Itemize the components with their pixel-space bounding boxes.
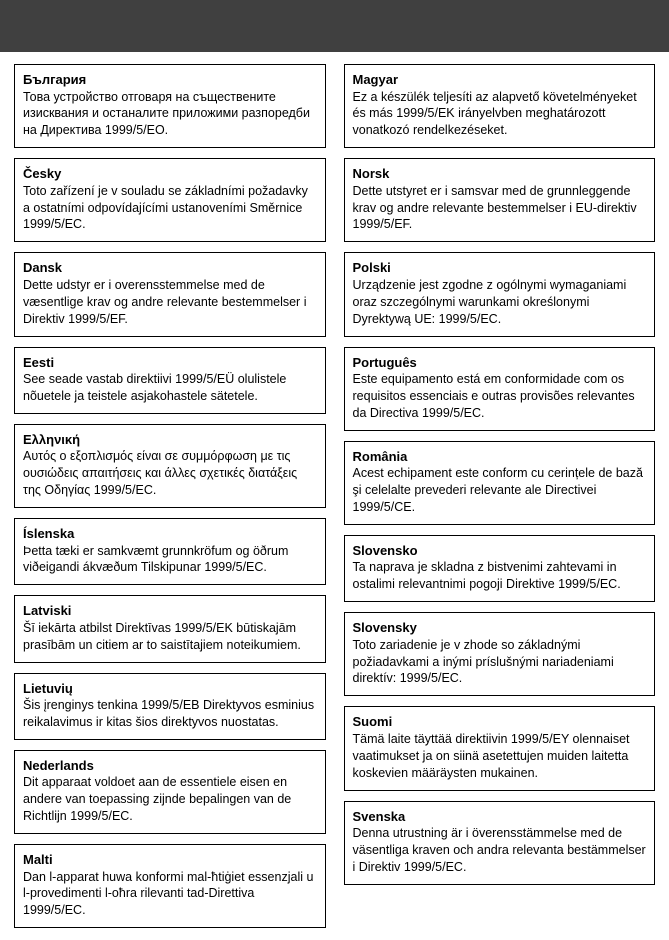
compliance-text: Dette udstyr er i overensstemmelse med d…: [23, 277, 317, 328]
right-column: Magyar Ez a készülék teljesíti az alapve…: [344, 64, 656, 928]
compliance-text: Þetta tæki er samkvæmt grunnkröfum og öð…: [23, 543, 317, 577]
compliance-text: Ta naprava je skladna z bistvenimi zahte…: [353, 559, 647, 593]
language-name: Svenska: [353, 808, 647, 826]
language-name: Malti: [23, 851, 317, 869]
compliance-text: Šis įrenginys tenkina 1999/5/EB Direktyv…: [23, 697, 317, 731]
language-name: Nederlands: [23, 757, 317, 775]
language-name: România: [353, 448, 647, 466]
lang-cell: Magyar Ez a készülék teljesíti az alapve…: [344, 64, 656, 148]
language-name: Ελληνική: [23, 431, 317, 449]
compliance-text: Šī iekārta atbilst Direktīvas 1999/5/EK …: [23, 620, 317, 654]
lang-cell: Ελληνική Αυτός ο εξοπλισμός είναι σε συμ…: [14, 424, 326, 508]
compliance-text: Dan l-apparat huwa konformi mal-ħtiġiet …: [23, 869, 317, 920]
language-name: Lietuvių: [23, 680, 317, 698]
compliance-text: Toto zariadenie je v zhode so základnými…: [353, 637, 647, 688]
compliance-text: Tämä laite täyttää direktiivin 1999/5/EY…: [353, 731, 647, 782]
compliance-text: Toto zařízení je v souladu se základními…: [23, 183, 317, 234]
language-name: Eesti: [23, 354, 317, 372]
compliance-text: Denna utrustning är i överensstämmelse m…: [353, 825, 647, 876]
lang-cell: България Това устройство отговаря на същ…: [14, 64, 326, 148]
language-name: Português: [353, 354, 647, 372]
language-name: Íslenska: [23, 525, 317, 543]
language-name: Suomi: [353, 713, 647, 731]
language-name: Slovensky: [353, 619, 647, 637]
lang-cell: Lietuvių Šis įrenginys tenkina 1999/5/EB…: [14, 673, 326, 740]
lang-cell: Slovensky Toto zariadenie je v zhode so …: [344, 612, 656, 696]
lang-cell: România Acest echipament este conform cu…: [344, 441, 656, 525]
lang-cell: Suomi Tämä laite täyttää direktiivin 199…: [344, 706, 656, 790]
compliance-text: See seade vastab direktiivi 1999/5/EÜ ol…: [23, 371, 317, 405]
header-bar: [0, 0, 669, 52]
language-name: Norsk: [353, 165, 647, 183]
lang-cell: Eesti See seade vastab direktiivi 1999/5…: [14, 347, 326, 414]
compliance-text: Това устройство отговаря на съществените…: [23, 89, 317, 140]
language-name: Slovensko: [353, 542, 647, 560]
language-name: България: [23, 71, 317, 89]
lang-cell: Latviski Šī iekārta atbilst Direktīvas 1…: [14, 595, 326, 662]
compliance-text: Ez a készülék teljesíti az alapvető köve…: [353, 89, 647, 140]
lang-cell: Nederlands Dit apparaat voldoet aan de e…: [14, 750, 326, 834]
language-name: Magyar: [353, 71, 647, 89]
compliance-text: Urządzenie jest zgodne z ogólnymi wymaga…: [353, 277, 647, 328]
lang-cell: Malti Dan l-apparat huwa konformi mal-ħt…: [14, 844, 326, 928]
language-name: Dansk: [23, 259, 317, 277]
lang-cell: Português Este equipamento está em confo…: [344, 347, 656, 431]
lang-cell: Íslenska Þetta tæki er samkvæmt grunnkrö…: [14, 518, 326, 585]
lang-cell: Norsk Dette utstyret er i samsvar med de…: [344, 158, 656, 242]
language-name: Česky: [23, 165, 317, 183]
language-name: Latviski: [23, 602, 317, 620]
content-grid: България Това устройство отговаря на същ…: [0, 52, 669, 940]
lang-cell: Svenska Denna utrustning är i överensstä…: [344, 801, 656, 885]
lang-cell: Slovensko Ta naprava je skladna z bistve…: [344, 535, 656, 602]
lang-cell: Česky Toto zařízení je v souladu se zákl…: [14, 158, 326, 242]
compliance-text: Este equipamento está em conformidade co…: [353, 371, 647, 422]
compliance-text: Dette utstyret er i samsvar med de grunn…: [353, 183, 647, 234]
language-name: Polski: [353, 259, 647, 277]
compliance-text: Acest echipament este conform cu cerințe…: [353, 465, 647, 516]
lang-cell: Polski Urządzenie jest zgodne z ogólnymi…: [344, 252, 656, 336]
compliance-text: Αυτός ο εξοπλισμός είναι σε συμμόρφωση μ…: [23, 448, 317, 499]
lang-cell: Dansk Dette udstyr er i overensstemmelse…: [14, 252, 326, 336]
compliance-text: Dit apparaat voldoet aan de essentiele e…: [23, 774, 317, 825]
left-column: България Това устройство отговаря на същ…: [14, 64, 326, 928]
